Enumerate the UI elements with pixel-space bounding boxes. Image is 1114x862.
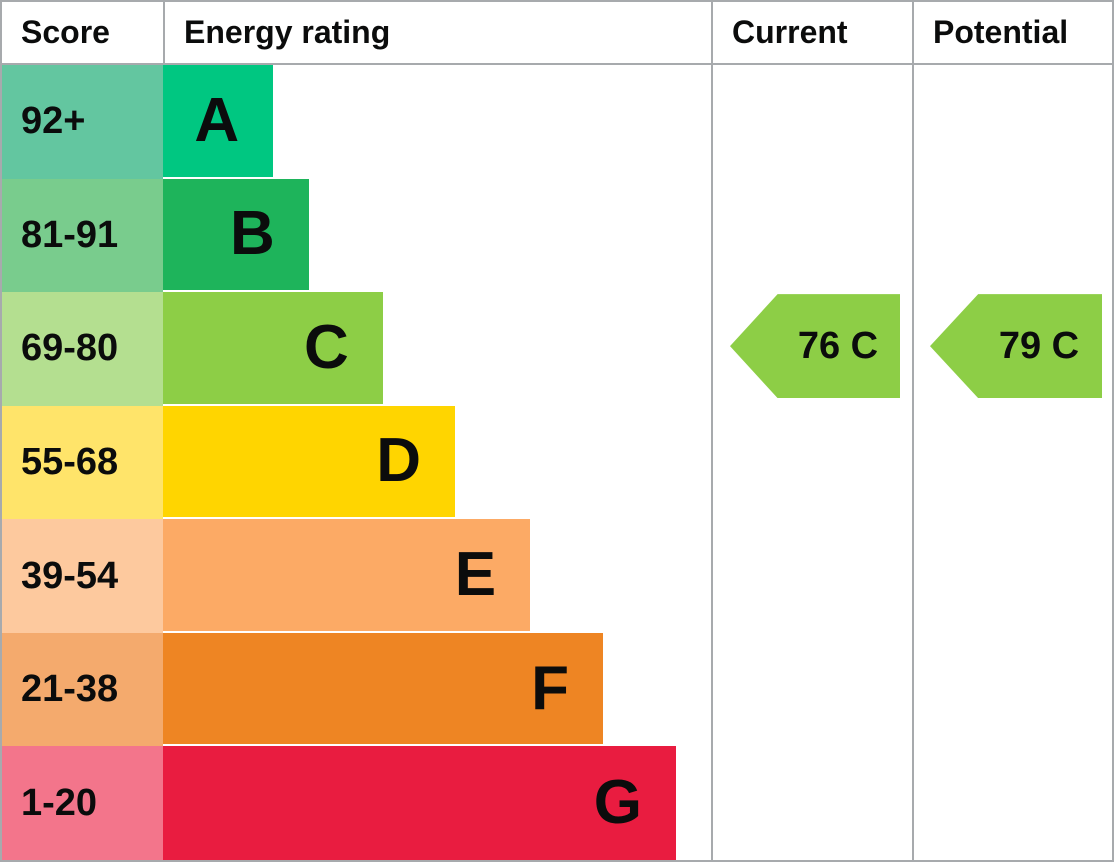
band-g-bar: G: [163, 746, 676, 860]
band-b-cell: B: [163, 178, 711, 293]
potential-cell-b: [912, 178, 1112, 293]
current-cell-d: [711, 405, 912, 520]
band-b-letter: B: [229, 199, 275, 269]
current-cell-f: [711, 632, 912, 747]
potential-cell-g: [912, 746, 1112, 860]
band-a-letter: A: [194, 85, 240, 155]
current-cell-b: [711, 178, 912, 293]
score-range-g: 1-20: [2, 746, 163, 860]
score-range-e: 39-54: [2, 519, 163, 633]
header-potential: Potential: [912, 2, 1112, 63]
current-rating-label: 76 C: [797, 324, 879, 367]
score-range-d: 55-68: [2, 405, 163, 520]
score-range-c: 69-80: [2, 292, 163, 406]
current-cell-a: [711, 65, 912, 179]
band-d-bar: D: [163, 405, 456, 518]
potential-cell-f: [912, 632, 1112, 747]
current-cell-c: 76 C: [711, 292, 912, 406]
current-rating-arrow: 76 C: [730, 294, 900, 399]
band-f-letter: F: [531, 653, 570, 723]
potential-rating-label: 79 C: [998, 324, 1080, 367]
band-g-letter: G: [593, 768, 642, 838]
band-a-cell: A: [163, 65, 711, 179]
header-score: Score: [21, 14, 110, 50]
potential-rating-arrow: 79 C: [930, 294, 1102, 399]
band-e-cell: E: [163, 519, 711, 633]
current-cell-e: [711, 519, 912, 633]
header-row: Score Energy rating Current Potential: [2, 2, 1112, 65]
band-g-cell: G: [163, 746, 711, 860]
rating-grid: 92+ A 81-91 B 69-80 C 76 C: [2, 65, 1112, 860]
potential-cell-e: [912, 519, 1112, 633]
band-d-letter: D: [376, 426, 422, 496]
header-energy-rating: Energy rating: [163, 2, 711, 63]
band-e-bar: E: [163, 519, 531, 631]
potential-cell-a: [912, 65, 1112, 179]
band-c-bar: C: [163, 292, 383, 404]
band-c-letter: C: [303, 312, 349, 382]
score-range-a: 92+: [2, 65, 163, 179]
band-e-letter: E: [454, 540, 497, 610]
band-f-bar: F: [163, 632, 604, 745]
score-range-b: 81-91: [2, 178, 163, 293]
band-a-bar: A: [163, 65, 274, 177]
band-c-cell: C: [163, 292, 711, 406]
header-current: Current: [711, 2, 912, 63]
potential-cell-c: 79 C: [912, 292, 1112, 406]
band-f-cell: F: [163, 632, 711, 747]
score-range-f: 21-38: [2, 632, 163, 747]
band-b-bar: B: [163, 178, 309, 291]
potential-cell-d: [912, 405, 1112, 520]
current-cell-g: [711, 746, 912, 860]
band-d-cell: D: [163, 405, 711, 520]
